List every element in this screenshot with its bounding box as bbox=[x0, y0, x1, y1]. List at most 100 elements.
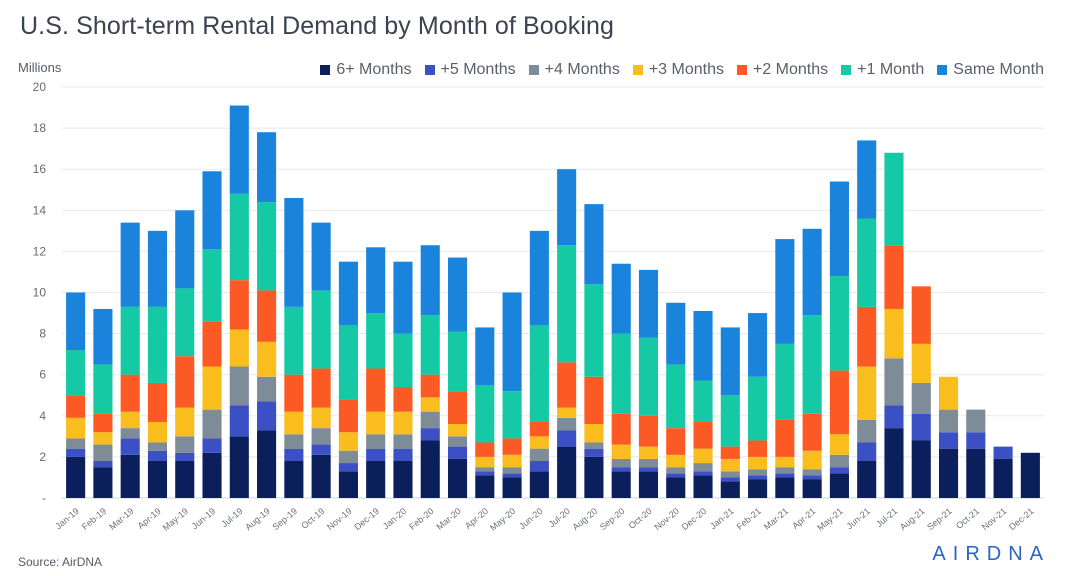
bar-segment bbox=[66, 456, 86, 498]
bar-segment bbox=[666, 477, 686, 498]
bar-segment bbox=[693, 310, 713, 381]
bar-segment bbox=[857, 366, 877, 420]
bar-segment bbox=[884, 428, 904, 498]
legend-label: +4 Months bbox=[544, 61, 620, 78]
bar-segment bbox=[447, 458, 468, 498]
x-tick-label: Jul-20 bbox=[547, 506, 572, 529]
bar-segment bbox=[175, 288, 195, 357]
bar-segment bbox=[802, 479, 822, 498]
bar-segment bbox=[720, 395, 740, 447]
x-tick-label: Sep-20 bbox=[598, 506, 627, 532]
bar-segment bbox=[775, 239, 795, 344]
legend-item: +2 Months bbox=[736, 61, 829, 79]
bar-segment bbox=[229, 280, 249, 330]
bar-segment bbox=[529, 448, 549, 462]
legend-label: +1 Month bbox=[857, 61, 925, 78]
bar-segment bbox=[202, 438, 222, 453]
bar-segment bbox=[911, 440, 931, 498]
bar-segment bbox=[775, 473, 795, 478]
y-tick-label: 2 bbox=[39, 450, 46, 464]
bar-segment bbox=[475, 327, 495, 385]
bar-segment bbox=[938, 432, 959, 449]
bar-segment bbox=[202, 452, 222, 498]
legend-item: +3 Months bbox=[632, 61, 724, 79]
bar-segment bbox=[693, 463, 713, 472]
chart-title: U.S. Short-term Rental Demand by Month o… bbox=[20, 12, 615, 40]
x-tick-label: Feb-19 bbox=[80, 506, 108, 532]
bar-segment bbox=[311, 368, 331, 408]
x-tick-label: Sep-19 bbox=[270, 506, 299, 532]
bar-segment bbox=[311, 454, 331, 498]
x-tick-label: Aug-21 bbox=[898, 506, 927, 532]
bar-segment bbox=[638, 269, 659, 338]
bar-segment bbox=[884, 358, 904, 406]
legend-swatch bbox=[320, 65, 331, 75]
bar-segment bbox=[611, 467, 631, 472]
x-tick-label: Sep-21 bbox=[925, 506, 954, 532]
bar-segment bbox=[638, 446, 659, 459]
legend-label: +5 Months bbox=[440, 61, 516, 78]
legend-item: 6+ Months bbox=[320, 61, 412, 79]
bar-segment bbox=[748, 313, 768, 377]
bar-segment bbox=[584, 284, 604, 377]
bar-segment bbox=[229, 436, 249, 498]
bar-segment bbox=[66, 292, 86, 351]
bar-segment bbox=[147, 450, 168, 462]
bar-segment bbox=[829, 434, 849, 455]
legend-swatch bbox=[937, 65, 948, 75]
y-tick-label: 12 bbox=[33, 244, 47, 258]
bar-segment bbox=[257, 430, 277, 498]
legend-swatch bbox=[841, 65, 852, 75]
bar-segment bbox=[775, 477, 795, 498]
bar-segment bbox=[911, 343, 931, 383]
bar-segment bbox=[257, 376, 277, 402]
bar-segment bbox=[693, 448, 713, 464]
bar-segment bbox=[284, 434, 304, 449]
legend-label: +2 Months bbox=[752, 61, 829, 78]
x-tick-label: Dec-19 bbox=[352, 506, 381, 532]
y-tick-label: 6 bbox=[39, 368, 46, 382]
bar-segment bbox=[66, 417, 86, 439]
bar-segment bbox=[338, 432, 358, 451]
bar-segment bbox=[638, 415, 659, 447]
bar-segment bbox=[666, 467, 686, 474]
bar-segment bbox=[257, 132, 277, 203]
bar-segment bbox=[720, 471, 740, 478]
bar-segment bbox=[693, 475, 713, 498]
bar-segment bbox=[748, 479, 768, 498]
bar-segment bbox=[66, 438, 86, 449]
bar-segment bbox=[857, 140, 877, 219]
bar-segment bbox=[611, 444, 631, 459]
bar-segment bbox=[393, 461, 413, 498]
bar-segment bbox=[147, 421, 168, 443]
legend-swatch bbox=[632, 65, 643, 75]
x-tick-label: Nov-19 bbox=[325, 506, 354, 532]
bar-segment bbox=[557, 407, 577, 418]
bar-segment bbox=[420, 245, 440, 316]
x-tick-label: May-20 bbox=[488, 506, 517, 533]
bar-segment bbox=[938, 448, 959, 498]
bar-segment bbox=[502, 473, 522, 478]
bar-segment bbox=[584, 448, 604, 457]
bar-segment bbox=[475, 475, 495, 498]
bar-segment bbox=[284, 461, 304, 498]
bar-segment bbox=[557, 362, 577, 408]
y-tick-label: - bbox=[42, 491, 46, 505]
x-tick-label: Dec-20 bbox=[680, 506, 709, 532]
legend-item: +5 Months bbox=[424, 61, 516, 79]
bar-segment bbox=[529, 471, 549, 498]
bar-segment bbox=[529, 421, 549, 437]
bar-segment bbox=[638, 458, 659, 468]
bar-segment bbox=[229, 405, 249, 437]
bar-segment bbox=[938, 376, 959, 410]
bar-segment bbox=[666, 428, 686, 455]
bar-segment bbox=[638, 471, 659, 498]
bar-segment bbox=[229, 193, 249, 281]
bar-segment bbox=[338, 399, 358, 433]
bar-segment bbox=[748, 475, 768, 480]
bar-segment bbox=[529, 436, 549, 449]
bar-segment bbox=[120, 374, 140, 412]
bar-segment bbox=[802, 228, 822, 316]
bar-segment bbox=[393, 411, 413, 435]
x-tick-label: Jun-19 bbox=[190, 506, 218, 531]
